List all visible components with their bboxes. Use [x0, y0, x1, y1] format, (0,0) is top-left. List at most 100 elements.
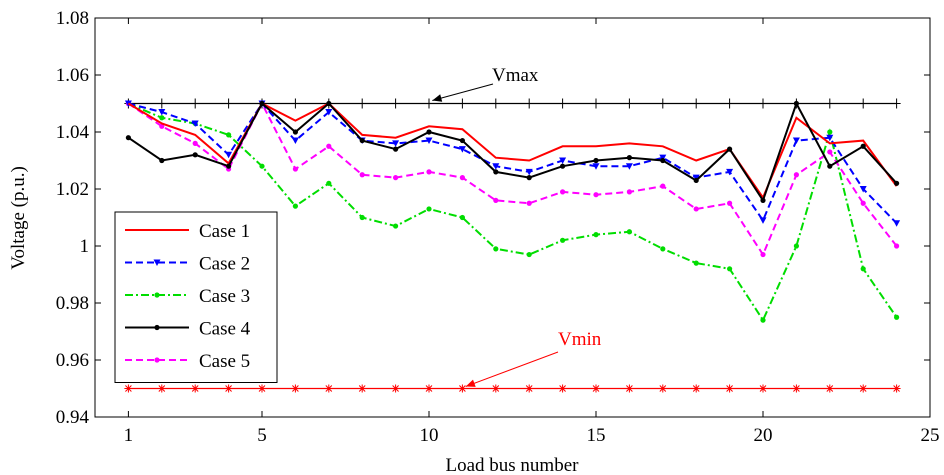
reference-marker [191, 385, 199, 393]
data-point [593, 232, 598, 237]
data-point [694, 206, 699, 211]
reference-marker [559, 385, 567, 393]
data-point [794, 172, 799, 177]
data-point [293, 204, 298, 209]
data-point [760, 318, 765, 323]
data-point [894, 181, 899, 186]
legend: Case 1 Case 2 Case 3 Case 4 Case 5 [115, 212, 277, 383]
data-point [627, 229, 632, 234]
reference-marker [425, 385, 433, 393]
x-tick-label: 25 [921, 425, 940, 446]
legend-marker [154, 325, 159, 330]
data-point [293, 129, 298, 134]
data-point [193, 152, 198, 157]
reference-marker [726, 385, 734, 393]
legend-marker [154, 357, 159, 362]
reference-marker [893, 385, 901, 393]
y-tick-label: 0.96 [56, 350, 89, 371]
data-point [694, 261, 699, 266]
data-point [360, 172, 365, 177]
reference-marker [692, 385, 700, 393]
reference-marker [659, 385, 667, 393]
x-tick-label: 20 [754, 425, 773, 446]
reference-marker [358, 385, 366, 393]
data-point [393, 223, 398, 228]
x-axis-label: Load bus number [446, 455, 580, 475]
data-point [426, 169, 431, 174]
data-point [493, 246, 498, 251]
data-point [861, 201, 866, 206]
y-tick-label: 1 [80, 236, 90, 257]
vmin-annotation-label: Vmin [558, 329, 602, 350]
legend-label: Case 2 [199, 254, 250, 275]
reference-marker [592, 385, 600, 393]
data-point [593, 192, 598, 197]
x-tick-label: 10 [420, 425, 439, 446]
legend-label: Case 5 [199, 351, 250, 372]
data-point [326, 181, 331, 186]
vmax-annotation-label: Vmax [492, 65, 539, 86]
reference-marker [525, 385, 533, 393]
data-point [460, 215, 465, 220]
data-point [326, 144, 331, 149]
data-point [794, 101, 799, 106]
y-tick-label: 1.04 [56, 122, 90, 143]
x-tick-label: 1 [124, 425, 134, 446]
data-point [159, 115, 164, 120]
reference-marker [291, 385, 299, 393]
data-point [460, 175, 465, 180]
y-tick-label: 0.98 [56, 293, 89, 314]
data-point [326, 101, 331, 106]
x-tick-label: 5 [257, 425, 267, 446]
data-point [627, 189, 632, 194]
data-point [393, 175, 398, 180]
legend-marker [154, 292, 159, 297]
data-point [894, 315, 899, 320]
reference-marker [392, 385, 400, 393]
data-point [527, 252, 532, 257]
data-point [760, 252, 765, 257]
data-point [259, 164, 264, 169]
reference-marker [258, 385, 266, 393]
data-point [560, 164, 565, 169]
data-point [593, 158, 598, 163]
data-point [360, 138, 365, 143]
reference-marker [859, 385, 867, 393]
legend-box [115, 212, 277, 383]
y-tick-label: 1.06 [56, 65, 89, 86]
reference-marker [325, 385, 333, 393]
data-point [894, 243, 899, 248]
data-point [660, 158, 665, 163]
data-point [827, 129, 832, 134]
data-point [259, 101, 264, 106]
y-tick-label: 0.94 [56, 407, 90, 428]
data-point [360, 215, 365, 220]
reference-marker [625, 385, 633, 393]
data-point [393, 147, 398, 152]
data-point [493, 169, 498, 174]
data-point [560, 189, 565, 194]
reference-marker [225, 385, 233, 393]
data-point [460, 138, 465, 143]
legend-label: Case 4 [199, 319, 251, 340]
reference-marker [492, 385, 500, 393]
legend-label: Case 1 [199, 221, 250, 242]
reference-marker [458, 385, 466, 393]
data-point [861, 266, 866, 271]
reference-marker [792, 385, 800, 393]
reference-marker [158, 385, 166, 393]
data-point [794, 243, 799, 248]
data-point [426, 129, 431, 134]
data-point [159, 158, 164, 163]
data-point [727, 147, 732, 152]
y-tick-label: 1.02 [56, 179, 89, 200]
data-point [293, 166, 298, 171]
data-point [226, 132, 231, 137]
y-axis-label: Voltage (p.u.) [8, 166, 29, 270]
data-point [493, 198, 498, 203]
legend-label: Case 3 [199, 286, 250, 307]
data-point [660, 246, 665, 251]
data-point [827, 149, 832, 154]
data-point [627, 155, 632, 160]
data-point [727, 266, 732, 271]
